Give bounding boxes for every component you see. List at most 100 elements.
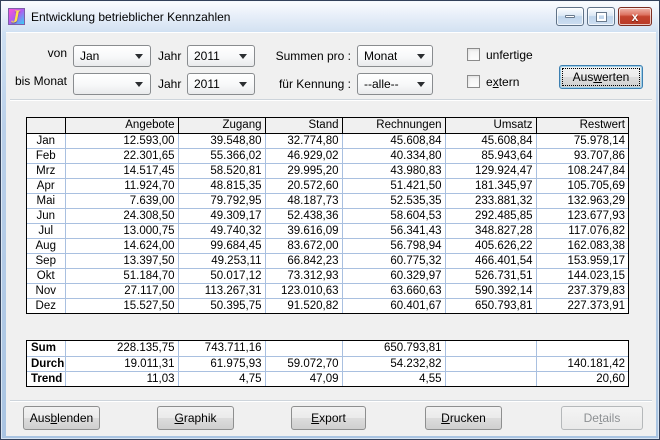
titlebar[interactable]: J Entwicklung betrieblicher Kennzahlen x (2, 2, 658, 31)
divider (10, 400, 652, 402)
extern-checkbox[interactable] (467, 75, 480, 88)
auswerten-label-pre: Aus (572, 70, 594, 84)
month-cell: Feb (27, 148, 66, 164)
extern-label-pre: e (486, 75, 493, 89)
restwert-cell: 144.023,15 (536, 268, 628, 284)
stand-cell: 73.312,93 (265, 268, 343, 284)
zugang-cell: 49.253,11 (178, 253, 266, 269)
summary-label-cell: Sum (27, 341, 66, 357)
summen-pro-label: Summen pro : (275, 49, 351, 63)
ausblenden-label-key: b (50, 411, 58, 425)
umsatz-cell: 466.401,54 (445, 253, 537, 269)
details-label-pre: De (583, 411, 599, 425)
table-row: Mai 7.639,00 79.792,95 48.187,73 52.535,… (27, 193, 628, 209)
umsatz-cell (445, 371, 537, 386)
chevron-down-icon (239, 82, 247, 87)
rechnungen-cell: 650.793,81 (342, 341, 446, 357)
bis-year-select[interactable]: 2011 (187, 73, 255, 95)
table-row: Aug 14.624,00 99.684,45 83.672,00 56.798… (27, 238, 628, 254)
restwert-cell: 75.978,14 (536, 133, 628, 149)
details-label-post: ails (602, 411, 621, 425)
zugang-cell: 50.395,75 (178, 298, 266, 313)
zugang-cell: 49.740,32 (178, 223, 266, 239)
stand-cell (265, 341, 343, 357)
angebote-cell: 51.184,70 (65, 268, 179, 284)
rechnungen-cell: 51.421,50 (342, 178, 446, 194)
close-button[interactable]: x (618, 7, 652, 26)
rechnungen-cell: 52.535,35 (342, 193, 446, 209)
ausblenden-button[interactable]: Aus b lenden (23, 406, 100, 430)
unfertige-checkbox[interactable] (467, 48, 480, 61)
minimize-button[interactable] (556, 7, 584, 26)
stand-cell: 20.572,60 (265, 178, 343, 194)
unfertige-label: unfertige (486, 48, 533, 62)
kennung-select[interactable]: --alle-- (357, 73, 433, 95)
angebote-cell: 13.397,50 (65, 253, 179, 269)
rechnungen-cell: 43.980,83 (342, 163, 446, 179)
summary-row: Durch. 19.011,31 61.975,93 59.072,70 54.… (27, 356, 628, 372)
rechnungen-cell: 54.232,82 (342, 356, 446, 372)
zugang-cell: 50.017,12 (178, 268, 266, 284)
angebote-cell: 13.000,75 (65, 223, 179, 239)
restwert-cell: 93.707,86 (536, 148, 628, 164)
rechnungen-cell: 60.401,67 (342, 298, 446, 313)
von-year-select[interactable]: 2011 (187, 45, 255, 67)
angebote-cell: 14.517,45 (65, 163, 179, 179)
rechnungen-cell: 58.604,53 (342, 208, 446, 224)
stand-cell: 29.995,20 (265, 163, 343, 179)
kennung-value: --alle-- (364, 77, 399, 91)
zugang-cell: 4,75 (178, 371, 266, 386)
von-label: von (47, 46, 67, 60)
stand-cell: 48.187,73 (265, 193, 343, 209)
stand-cell: 39.616,09 (265, 223, 343, 239)
app-icon-glyph: J (13, 9, 20, 24)
restwert-cell: 117.076,82 (536, 223, 628, 239)
graphik-label-key: G (174, 411, 184, 425)
stand-cell: 66.842,23 (265, 253, 343, 269)
table-row: Dez 15.527,50 50.395,75 91.520,82 60.401… (27, 298, 628, 313)
zugang-cell: 58.520,81 (178, 163, 266, 179)
stand-cell: 47,09 (265, 371, 343, 386)
chevron-down-icon (417, 54, 425, 59)
summary-table: Sum 228.135,75 743.711,16 650.793,81 Dur… (26, 340, 629, 387)
bis-month-select[interactable] (73, 73, 151, 95)
month-cell: Dez (27, 298, 66, 313)
stand-cell: 52.438,36 (265, 208, 343, 224)
auswerten-button[interactable]: Aus w erten (559, 65, 643, 89)
zugang-cell: 99.684,45 (178, 238, 266, 254)
umsatz-cell: 181.345,97 (445, 178, 537, 194)
von-month-select[interactable]: Jan (73, 45, 151, 67)
auswerten-label-key: w (593, 70, 602, 84)
rechnungen-cell: 56.798,94 (342, 238, 446, 254)
app-icon: J (8, 8, 25, 25)
month-cell: Jul (27, 223, 66, 239)
month-cell: Apr (27, 178, 66, 194)
rechnungen-cell: 56.341,43 (342, 223, 446, 239)
jahr2-label: Jahr (158, 77, 182, 91)
maximize-icon (595, 11, 607, 22)
umsatz-cell: 292.485,85 (445, 208, 537, 224)
restwert-cell: 123.677,93 (536, 208, 628, 224)
stand-cell: 123.010,63 (265, 283, 343, 299)
zugang-cell: 61.975,93 (178, 356, 266, 372)
extern-label: extern (486, 72, 519, 92)
summen-pro-select[interactable]: Monat (357, 45, 433, 67)
von-year-value: 2011 (194, 49, 220, 63)
summen-pro-value: Monat (364, 49, 398, 63)
month-cell: Nov (27, 283, 66, 299)
month-cell: Okt (27, 268, 66, 284)
kennzahlen-table: Angebote Zugang Stand Rechnungen Umsatz … (26, 117, 629, 314)
maximize-button[interactable] (587, 7, 615, 26)
jahr1-label: Jahr (158, 49, 182, 63)
chevron-down-icon (135, 54, 143, 59)
dialog-content: von Jan Jahr 2011 Summen pro : Monat unf… (6, 32, 656, 436)
table-row: Feb 22.301,65 55.366,02 46.929,02 40.334… (27, 148, 628, 164)
stand-cell: 59.072,70 (265, 356, 343, 372)
export-label-post: xport (319, 411, 346, 425)
col-header-stand: Stand (265, 118, 343, 134)
restwert-cell: 108.247,84 (536, 163, 628, 179)
window-title: Entwicklung betrieblicher Kennzahlen (31, 9, 231, 24)
